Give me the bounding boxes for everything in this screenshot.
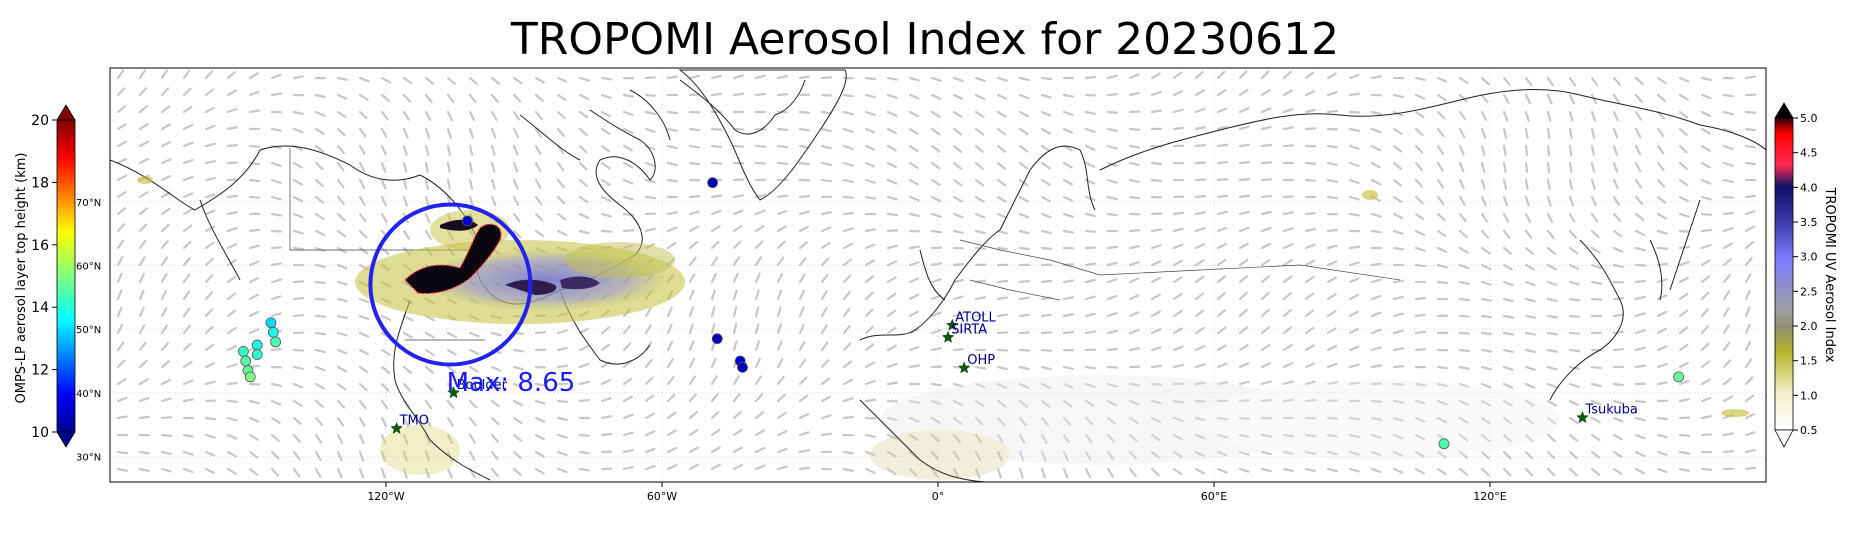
station-label: ATOLL [955, 310, 996, 325]
right-colorbar-tick: 4.5 [1800, 147, 1818, 160]
left-colorbar-tick: 18 [31, 175, 49, 191]
omps-point [737, 361, 748, 373]
map-title: TROPOMI Aerosol Index for 20230612 [510, 14, 1340, 65]
left-colorbar-label: OMPS-LP aerosol layer top height (km) [14, 153, 29, 404]
smoke-plume [355, 210, 685, 324]
omps-point [251, 349, 263, 361]
right-colorbar-tick: 1.5 [1800, 355, 1818, 368]
left-colorbar: 10 12 14 16 18 20 30°N 40°N 50°N 60°N 70°N [31, 104, 101, 464]
right-colorbar-tick: 3.5 [1800, 216, 1818, 229]
dust-haze [380, 375, 1560, 480]
right-colorbar-tick: 0.5 [1800, 424, 1818, 437]
right-colorbar-label: TROPOMI UV Aerosol Index [1822, 187, 1837, 363]
station-label: OHP [967, 353, 995, 368]
lon-tick-label: 120°W [367, 490, 404, 503]
station-marker [957, 361, 971, 374]
lat-tick-label: 60°N [76, 261, 101, 272]
right-colorbar-tick: 2.0 [1800, 320, 1818, 333]
omps-point [1438, 438, 1450, 450]
station-label: TMO [399, 413, 429, 428]
lon-tick-label: 60°W [647, 490, 677, 503]
right-colorbar-tick: 1.0 [1800, 389, 1818, 402]
right-colorbar-tick: 5.0 [1800, 112, 1818, 125]
left-colorbar-tick: 14 [31, 300, 49, 316]
station-marker [941, 330, 955, 343]
small-dust-patches [137, 176, 1749, 417]
right-colorbar-tick: 4.0 [1800, 181, 1818, 194]
max-aerosol-circle [368, 202, 533, 367]
max-value-label: Max: 8.65 [447, 368, 576, 398]
lat-tick-label: 50°N [76, 325, 101, 336]
lon-tick-label: 0° [932, 490, 945, 503]
omps-point [711, 333, 723, 345]
omps-point [707, 177, 718, 189]
omps-point [251, 339, 263, 351]
right-colorbar: 0.5 1.0 1.5 2.0 2.5 3.0 3.5 4.0 4.5 5.0 [1774, 102, 1818, 448]
longitude-ticks: 120°W 60°W 0° 60°E 120°E [367, 482, 1507, 503]
lat-tick-label: 70°N [76, 198, 101, 209]
wind-vectors [116, 69, 1757, 479]
left-colorbar-tick: 10 [31, 425, 49, 441]
station-marker [945, 318, 959, 331]
lat-tick-label: 40°N [76, 389, 101, 400]
station-marker [390, 421, 403, 434]
left-colorbar-tick: 12 [31, 363, 49, 379]
omps-point [1673, 371, 1684, 383]
omps-point [240, 355, 252, 367]
station-marker [1576, 411, 1589, 424]
left-colorbar-tick: 20 [31, 113, 49, 129]
lat-tick-label: 30°N [76, 453, 101, 464]
omps-point [267, 326, 279, 338]
lon-tick-label: 60°E [1201, 490, 1227, 503]
station-label: SIRTA [951, 322, 987, 337]
station-marker [447, 386, 460, 399]
station-label: Boulder [457, 378, 508, 393]
left-colorbar-tick: 16 [31, 238, 49, 254]
omps-points [237, 177, 1684, 450]
omps-point [265, 317, 277, 329]
right-colorbar-tick: 3.0 [1800, 251, 1818, 264]
station-label: Tsukuba [1584, 403, 1637, 418]
coastlines [110, 79, 1766, 482]
omps-point [244, 371, 256, 383]
lon-tick-label: 120°E [1473, 490, 1506, 503]
right-colorbar-tick: 2.5 [1800, 285, 1818, 298]
omps-point [270, 336, 282, 348]
omps-point [462, 215, 473, 227]
omps-point [237, 346, 249, 357]
greenland-coast [678, 69, 847, 201]
